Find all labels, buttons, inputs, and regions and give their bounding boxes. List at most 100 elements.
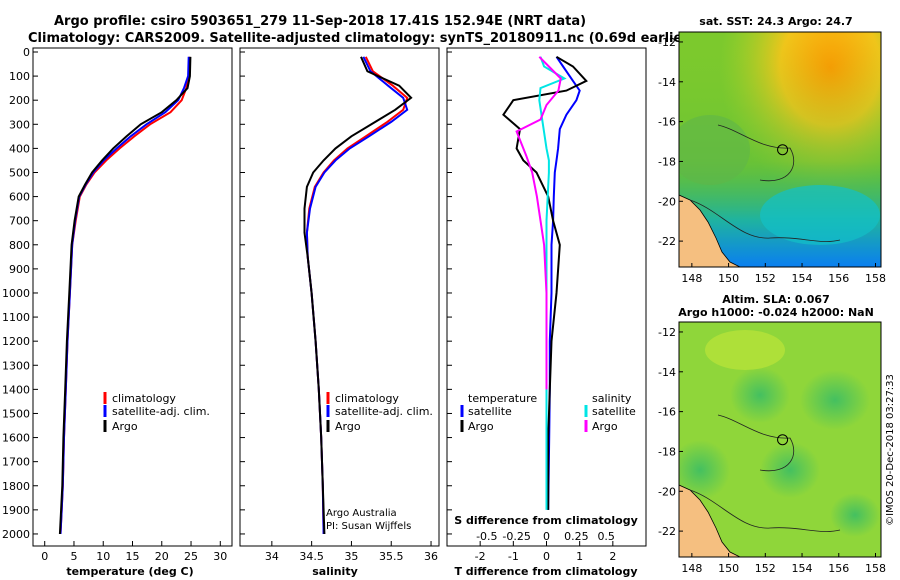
- temperature-legend: climatology satellite-adj. clim. Argo: [103, 392, 210, 433]
- lat-tick-label: -12: [658, 36, 676, 49]
- sst-map-frame: [678, 31, 882, 268]
- salinity-legend: climatology satellite-adj. clim. Argo: [326, 392, 433, 433]
- salinity-x-label: salinity: [312, 565, 358, 578]
- depth-tick-label: 500: [9, 166, 30, 179]
- lon-tick-label: 148: [681, 562, 702, 575]
- x-tick-label: 0: [41, 550, 48, 563]
- legend-climatology-label: climatology: [112, 392, 176, 405]
- x-tick-label: -1: [508, 550, 519, 563]
- sst-cool-patch: [760, 185, 880, 245]
- depth-tick-label: 1800: [2, 480, 30, 493]
- temperature-x-axis: 0 5 10 15 20 25 30: [41, 541, 227, 563]
- legend-climatology-label: climatology: [335, 392, 399, 405]
- s-difference-top-axis: -0.5 -0.25 0 0.25 0.5: [476, 530, 615, 543]
- legend-s-satellite-label: satellite: [592, 405, 636, 418]
- bathymetry-contour: [689, 489, 841, 532]
- lat-tick-label: -22: [658, 235, 676, 248]
- s-argo-line: [515, 56, 562, 390]
- lon-tick-label: 158: [865, 272, 886, 285]
- x-tick-label: 36: [424, 550, 438, 563]
- s-diff-tick-label: -0.25: [502, 530, 530, 543]
- depth-tick-label: 1200: [2, 335, 30, 348]
- sla-anomaly-patch: [730, 367, 790, 423]
- lat-tick-label: -14: [658, 366, 676, 379]
- t-argo-line: [502, 55, 588, 510]
- x-tick-label: 30: [213, 550, 227, 563]
- legend-argo-label: Argo: [112, 420, 138, 433]
- difference-salinity-legend: salinity satellite Argo: [584, 392, 636, 433]
- x-tick-label: 1: [576, 550, 583, 563]
- depth-tick-label: 600: [9, 191, 30, 204]
- lat-tick-label: -14: [658, 76, 676, 89]
- x-tick-label: 35.5: [379, 550, 404, 563]
- temperature-lines: [33, 51, 192, 535]
- reef-outline: [717, 414, 795, 472]
- depth-tick-label: 800: [9, 239, 30, 252]
- sst-map: 148 150 152 154 156 158 -12 -14 -16 -18 -20 -22: [658, 31, 886, 285]
- depth-tick-label: 1900: [2, 504, 30, 517]
- lat-tick-label: -12: [658, 326, 676, 339]
- temperature-x-label: temperature (deg C): [66, 565, 193, 578]
- depth-tick-label: 1500: [2, 407, 30, 420]
- legend-s-argo-label: Argo: [592, 420, 618, 433]
- salinity-plot-frame: [239, 47, 440, 547]
- x-tick-label: 0: [543, 550, 550, 563]
- bathymetry-contour: [689, 199, 841, 242]
- figure-title-line1: Argo profile: csiro 5903651_279 11-Sep-2…: [54, 14, 586, 29]
- difference-lines: [447, 51, 588, 535]
- credit-line1: Argo Australia: [326, 508, 397, 519]
- figure-title-line2: Climatology: CARS2009. Satellite-adjuste…: [28, 31, 695, 46]
- sla-lat-axis: -12 -14 -16 -18 -20 -22: [658, 326, 683, 538]
- legend-satellite-label: satellite-adj. clim.: [335, 405, 433, 418]
- x-tick-label: 10: [96, 550, 110, 563]
- depth-tick-label: 2000: [2, 528, 30, 541]
- australia-coast: [679, 484, 741, 557]
- lat-tick-label: -16: [658, 406, 676, 419]
- argo-float-marker: [777, 144, 789, 156]
- salinity-panel: 34 34.5 35 35.5 36 salinity climatology sate…: [239, 47, 440, 578]
- lon-tick-label: 158: [865, 562, 886, 575]
- depth-tick-label: 300: [9, 118, 30, 131]
- lon-tick-label: 154: [792, 562, 813, 575]
- sla-map-frame: [678, 321, 882, 558]
- sla-high-patch: [705, 330, 785, 370]
- depth-tick-label: 900: [9, 263, 30, 276]
- lon-tick-label: 154: [792, 272, 813, 285]
- lat-tick-label: -16: [658, 116, 676, 129]
- s-satellite-line: [538, 56, 567, 510]
- depth-tick-label: 1300: [2, 359, 30, 372]
- s-diff-tick-label: 0: [543, 530, 550, 543]
- x-tick-label: 34.5: [299, 550, 324, 563]
- x-tick-label: 20: [155, 550, 169, 563]
- lon-tick-label: 152: [755, 272, 776, 285]
- t-difference-x-axis: -2 -1 0 1 2: [475, 541, 616, 563]
- lat-tick-label: -22: [658, 525, 676, 538]
- legend-salinity-title: salinity: [592, 392, 632, 405]
- depth-tick-label: 1000: [2, 287, 30, 300]
- s-difference-label: S difference from climatology: [454, 514, 638, 527]
- lon-tick-label: 148: [681, 272, 702, 285]
- lat-tick-label: -20: [658, 485, 676, 498]
- legend-t-argo-label: Argo: [468, 420, 494, 433]
- lon-tick-label: 150: [718, 272, 739, 285]
- lat-tick-label: -18: [658, 155, 676, 168]
- lon-tick-label: 150: [718, 562, 739, 575]
- sla-lon-axis: 148 150 152 154 156 158: [681, 553, 886, 575]
- sst-cool-patch: [679, 115, 750, 185]
- lat-tick-label: -18: [658, 445, 676, 458]
- lon-tick-label: 156: [828, 272, 849, 285]
- x-tick-label: -2: [475, 550, 486, 563]
- credit-line2: PI: Susan Wijffels: [326, 521, 411, 532]
- sla-anomaly-patch: [800, 370, 870, 430]
- s-diff-tick-label: -0.5: [476, 530, 497, 543]
- depth-tick-label: 400: [9, 142, 30, 155]
- x-tick-label: 5: [70, 550, 77, 563]
- lon-tick-label: 156: [828, 562, 849, 575]
- x-tick-label: 15: [126, 550, 140, 563]
- depth-tick-label: 200: [9, 94, 30, 107]
- depth-tick-label: 1100: [2, 311, 30, 324]
- difference-temperature-legend: temperature satellite Argo: [460, 392, 537, 433]
- depth-tick-label: 1400: [2, 383, 30, 396]
- x-tick-label: 35: [344, 550, 358, 563]
- difference-panel: -2 -1 0 1 2 -0.5 -0.25 0 0.25 0.5 T difference f…: [446, 47, 647, 578]
